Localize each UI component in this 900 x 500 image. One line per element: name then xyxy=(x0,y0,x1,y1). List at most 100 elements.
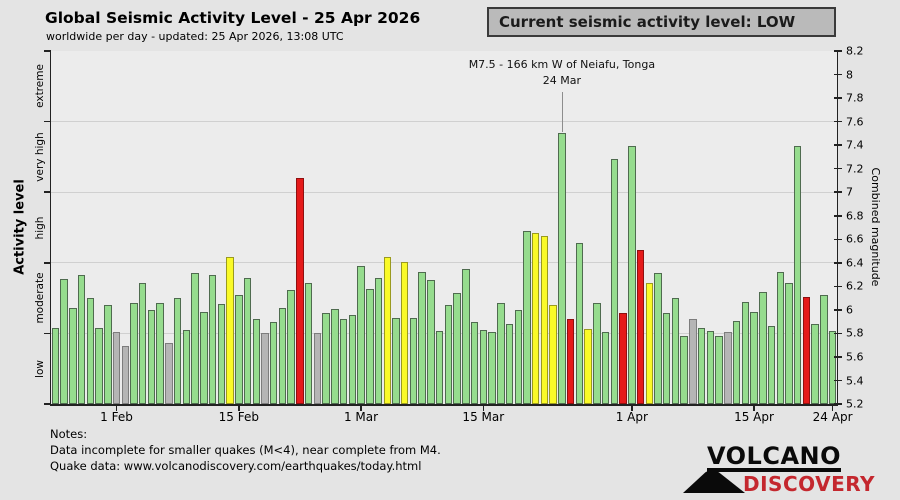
day-bar xyxy=(252,319,260,404)
y-axis-right-tick xyxy=(834,238,842,240)
day-bar xyxy=(558,133,566,404)
y-axis-right-line xyxy=(836,51,838,404)
day-bar xyxy=(523,231,531,404)
volcanodiscovery-logo: VOLCANO DISCOVERY xyxy=(683,443,888,495)
gridline xyxy=(51,332,837,334)
y-axis-right-tick xyxy=(834,285,842,288)
day-bar xyxy=(130,302,138,404)
day-bar xyxy=(278,307,287,404)
x-axis-line xyxy=(49,404,838,406)
day-bar xyxy=(802,296,811,404)
day-bar xyxy=(121,346,129,404)
day-bar xyxy=(470,321,479,404)
y-axis-right-tick-label: 8 xyxy=(846,68,853,81)
day-bar xyxy=(208,274,217,404)
day-bar xyxy=(182,329,191,404)
day-bar xyxy=(497,302,505,404)
day-bar xyxy=(488,332,496,404)
day-bar xyxy=(610,159,618,404)
day-bar xyxy=(689,319,697,404)
y-axis-left-title: Activity level xyxy=(12,179,28,275)
day-bar xyxy=(715,335,723,404)
y-axis-left-tick xyxy=(44,50,51,52)
day-bar xyxy=(514,309,522,404)
day-bar xyxy=(619,313,627,404)
y-axis-right-tick-label: 7 xyxy=(846,185,853,199)
day-bar xyxy=(593,302,601,404)
x-axis-tick xyxy=(482,405,484,411)
y-axis-left-label-high: high xyxy=(34,216,46,239)
y-axis-right-title: Combined magnitude xyxy=(869,167,882,287)
y-axis-left-label-extreme: extreme xyxy=(34,64,46,109)
y-axis-right-tick xyxy=(834,120,842,123)
day-bar xyxy=(540,235,549,404)
day-bar xyxy=(418,272,426,404)
day-bar xyxy=(95,327,103,404)
x-axis-tick-label: 1 Apr xyxy=(615,410,648,424)
y-axis-right-tick-label: 7.8 xyxy=(846,91,864,105)
day-bar xyxy=(296,178,304,404)
day-bar xyxy=(147,309,156,404)
y-axis-right-tick-label: 5.2 xyxy=(846,397,864,411)
y-axis-right-tick xyxy=(834,97,842,99)
y-axis-right-tick xyxy=(834,379,842,382)
day-bar xyxy=(339,319,348,404)
notes-line-data-incomplete: Data incomplete for smaller quakes (M<4)… xyxy=(50,443,441,457)
y-axis-right-tick xyxy=(834,309,842,311)
y-axis-right-tick xyxy=(834,332,842,335)
x-axis-tick-label: 15 Mar xyxy=(462,410,505,424)
day-bar xyxy=(566,319,575,404)
x-axis-tick-label: 15 Apr xyxy=(734,410,774,424)
day-bar xyxy=(366,288,374,404)
y-axis-right-tick xyxy=(834,262,842,264)
notes-heading: Notes: xyxy=(50,427,88,441)
x-axis-tick-label: 15 Feb xyxy=(218,410,259,424)
day-bar xyxy=(462,268,470,404)
y-axis-right-tick-label: 8.2 xyxy=(846,44,864,58)
day-bar xyxy=(654,273,662,404)
y-axis-right-tick-label: 7.6 xyxy=(846,115,864,129)
day-bar xyxy=(427,280,435,404)
y-axis-left-tick xyxy=(44,332,51,335)
y-axis-left-line xyxy=(49,51,51,405)
y-axis-right-tick-label: 6 xyxy=(846,303,853,317)
day-bar xyxy=(243,278,252,404)
day-bar xyxy=(724,332,732,404)
y-axis-right-tick-label: 6.6 xyxy=(846,232,864,246)
page-subtitle: worldwide per day - updated: 25 Apr 2026… xyxy=(46,30,344,43)
day-bar xyxy=(261,333,269,404)
y-axis-right-tick xyxy=(834,191,842,193)
day-bar xyxy=(200,312,208,404)
page-title: Global Seismic Activity Level - 25 Apr 2… xyxy=(45,9,421,27)
y-axis-left-label-low: low xyxy=(34,359,46,378)
day-bar xyxy=(138,282,147,404)
annotation-pointer-line xyxy=(561,92,563,133)
day-bar xyxy=(173,298,182,404)
y-axis-right-tick-label: 6.8 xyxy=(846,209,864,223)
day-bar xyxy=(680,335,688,404)
day-bar xyxy=(759,292,767,404)
gridline xyxy=(51,191,837,193)
y-axis-left-label-very-high: very high xyxy=(34,132,46,182)
y-axis-right-tick xyxy=(834,167,842,170)
y-axis-right-tick-label: 5.8 xyxy=(846,326,864,340)
y-axis-right-tick-label: 6.2 xyxy=(846,279,864,293)
y-axis-right-tick-label: 7.2 xyxy=(846,162,864,176)
notes-block: Notes: Data incomplete for smaller quake… xyxy=(50,426,441,474)
day-bar xyxy=(601,332,610,404)
y-axis-right-tick-label: 5.6 xyxy=(846,350,864,364)
y-axis-left-tick xyxy=(44,120,51,123)
day-bar xyxy=(322,313,330,404)
day-bar xyxy=(732,320,741,404)
day-bar xyxy=(400,261,409,404)
day-bar xyxy=(671,298,680,404)
x-axis-tick xyxy=(753,405,755,411)
gridline xyxy=(51,262,837,264)
day-bar xyxy=(304,282,313,404)
y-axis-right-tick xyxy=(834,144,842,146)
day-bar xyxy=(409,318,418,404)
x-axis-tick xyxy=(115,405,118,411)
annotation-text: M7.5 - 166 km W of Neiafu, Tonga xyxy=(468,58,656,71)
day-bar xyxy=(785,282,793,404)
